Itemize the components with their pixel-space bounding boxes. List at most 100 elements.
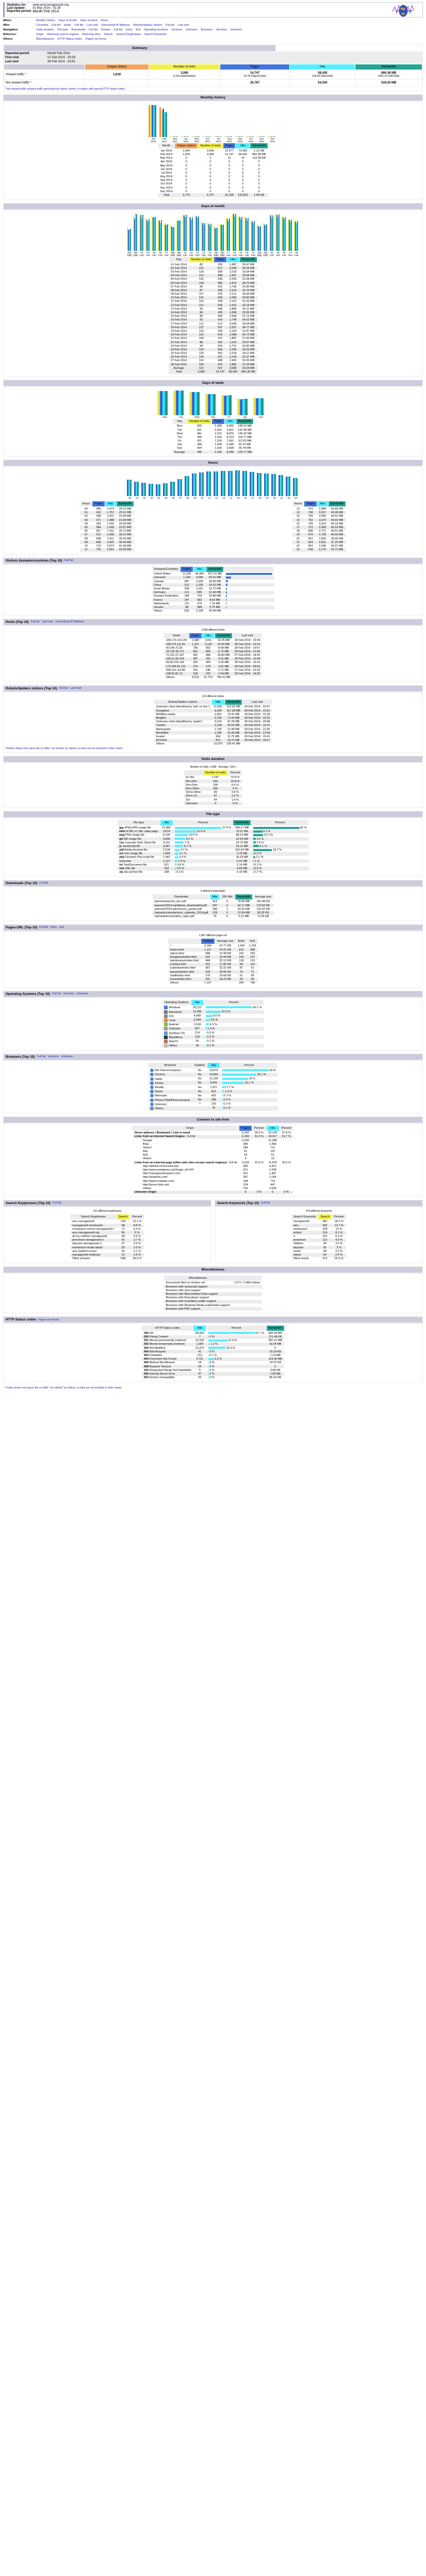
kw-sub-link-0[interactable]: Full list (261, 1201, 270, 1205)
nav-navigation-link-7[interactable]: Exit (136, 28, 141, 31)
percent-bar (225, 591, 227, 594)
os-sub-link-2[interactable]: Unknown (76, 992, 89, 996)
nav-who-link-0[interactable]: Countries (36, 23, 48, 27)
summary-col-5: Bandwidth (355, 63, 422, 70)
http-code: 408 Request Timeout (141, 1365, 193, 1369)
visits: 0 (209, 175, 211, 179)
pages-sub-link-2[interactable]: Exit (59, 926, 64, 929)
nav-navigation-link-9[interactable]: Versions (171, 28, 183, 31)
nav-when-link-1[interactable]: Days of month (58, 19, 77, 22)
hosts-sub-link-1[interactable]: Last visit (42, 620, 53, 624)
hc-sub-link-0[interactable]: Pages not found (38, 1318, 59, 1321)
bar-bandwidth (129, 479, 132, 497)
pages-sub-link-1[interactable]: Entry (50, 926, 57, 929)
nav-navigation-link-0[interactable]: Visits duration (36, 28, 54, 31)
nav-who-link-2[interactable]: Hosts (63, 23, 71, 27)
keywords-sublinks[interactable]: Full list (261, 1201, 271, 1205)
nav-navigation-link-10[interactable]: Unknown (185, 28, 198, 31)
nav-referrers-link-1[interactable]: Referring search engines (47, 32, 79, 36)
pages: 412 (243, 1172, 248, 1176)
hits: 2,345 (319, 544, 326, 548)
nav-who-link-8[interactable]: Last visit (177, 23, 189, 27)
nav-navigation-link-1[interactable]: File type (57, 28, 68, 31)
hits: 1,627 (210, 1086, 218, 1089)
nav-who-link-5[interactable]: Unresolved IP Address (101, 23, 130, 27)
table-row: /parents/2014-admissions_packet.pdf 186 1 2… (152, 907, 273, 911)
nav-who-link-6[interactable]: Robots/Spiders visitors (133, 23, 162, 27)
os-sub-link-0[interactable]: Full list (52, 992, 61, 996)
hits: 245 (206, 668, 211, 672)
nav-navigation-link-8[interactable]: Operating Systems (143, 28, 168, 31)
hosts-sub-link-0[interactable]: Full list (30, 620, 40, 624)
browsers-sub-link-2[interactable]: Unknown (61, 1055, 73, 1059)
robots-sublinks[interactable]: Full list Last visit (59, 687, 83, 690)
pages-sub-link-0[interactable]: Full list (39, 926, 48, 929)
nav-referrers-link-0[interactable]: Origin (36, 32, 44, 36)
bar-hits (243, 471, 245, 497)
hits: 1,544 (229, 315, 237, 318)
nav-who-link-7[interactable]: Full list (166, 23, 175, 27)
nav-navigation-link-5[interactable]: Full list (113, 28, 123, 31)
browsers-sub-link-1[interactable]: Versions (47, 1055, 59, 1059)
nav-referrers-link-4[interactable]: Search Keyphrases (116, 32, 141, 36)
bar-pages (202, 223, 203, 251)
col-0: Browsers (148, 1062, 193, 1069)
robots-sub-link-1[interactable]: Last visit (70, 687, 81, 690)
nav-navigation-link-13[interactable]: Unknown (230, 28, 242, 31)
nav-who-link-4[interactable]: Last visit (86, 23, 98, 27)
browsers-sublinks[interactable]: Full list Versions Unknown (37, 1055, 74, 1058)
hour: 10 (84, 544, 88, 548)
col-2: Percent (129, 1213, 145, 1220)
month: Oct 2014 (160, 182, 172, 186)
nav-referrers-link-2[interactable]: Referring sites (82, 32, 101, 36)
http-codes-sublinks[interactable]: Pages not found (38, 1318, 60, 1321)
axis-tick: 14 (230, 497, 233, 500)
visits: 0 (209, 167, 211, 171)
search-count: 71 (121, 1227, 125, 1231)
percent-bar (253, 856, 256, 859)
bar-hits (226, 395, 229, 415)
nav-navigation-link-11[interactable]: Browsers (201, 28, 213, 31)
col-2: Hits (207, 1062, 221, 1069)
kp-sub-link-0[interactable]: Full list (52, 1201, 62, 1205)
col-1: Hits (159, 820, 173, 826)
os-sub-link-1[interactable]: Versions (63, 992, 74, 996)
nav-when-link-2[interactable]: Days of week (80, 19, 97, 22)
table-row: Thu 445 2,023 8,123 118.77 MB (172, 435, 254, 439)
hosts-sub-link-2[interactable]: Unresolved IP Address (55, 620, 85, 624)
nav-navigation-link-12[interactable]: Versions (216, 28, 227, 31)
countries-sublinks[interactable]: Full list (64, 559, 75, 562)
browsers-sub-link-0[interactable]: Full list (37, 1055, 46, 1059)
bar-hits (157, 484, 159, 497)
nav-referrers-link-3[interactable]: Search (104, 32, 113, 36)
downloads-sublinks[interactable]: Full list (39, 882, 50, 885)
bandwidth: 18.29 MB (236, 856, 249, 859)
nav-navigation-link-3[interactable]: Full list (89, 28, 98, 31)
robots-sub-link-0[interactable]: Full list (59, 687, 68, 690)
nav-others-link-2[interactable]: Pages not found (85, 37, 106, 41)
nav-who-link-3[interactable]: Full list (74, 23, 84, 27)
table-row: ri 167 6.3 % (291, 1235, 347, 1239)
nav-referrers-link-5[interactable]: Search Keywords (144, 32, 167, 36)
os-icon (164, 1018, 168, 1022)
nav-others-link-0[interactable]: Miscellaneous (36, 37, 54, 41)
table-row: Russian Federation 184 729 10.80 MB (152, 595, 274, 598)
nav-when-link-0[interactable]: Monthly history (36, 19, 55, 22)
nav-when-link-3[interactable]: Hours (101, 19, 108, 22)
hits-206: 0 (226, 915, 228, 919)
downloads-sub-link-0[interactable]: Full list (39, 882, 48, 885)
nav-others-link-1[interactable]: HTTP Status codes (57, 37, 82, 41)
nav-navigation-link-4[interactable]: Viewed (101, 28, 110, 31)
os-sublinks[interactable]: Full list Versions Unknown (52, 992, 90, 995)
table-row: /news/index.html 241 18.24 KB 52 49 (168, 977, 258, 981)
bar-hits (147, 222, 149, 251)
bandwidth-percent: 0.5 % (251, 867, 309, 871)
keyphrases-sublinks[interactable]: Full list (53, 1201, 63, 1205)
nav-navigation-link-2[interactable]: Downloads (71, 28, 86, 31)
countries-sub-link-0[interactable]: Full list (64, 559, 74, 563)
nav-navigation-link-6[interactable]: Entry (125, 28, 133, 31)
browser-name: Others (148, 1106, 192, 1111)
nav-who-link-1[interactable]: Full list (52, 23, 61, 27)
hosts-sublinks[interactable]: Full list Last visit Unresolved IP Addre… (31, 620, 86, 623)
pages-url-sublinks[interactable]: Full list Entry Exit (39, 926, 65, 929)
